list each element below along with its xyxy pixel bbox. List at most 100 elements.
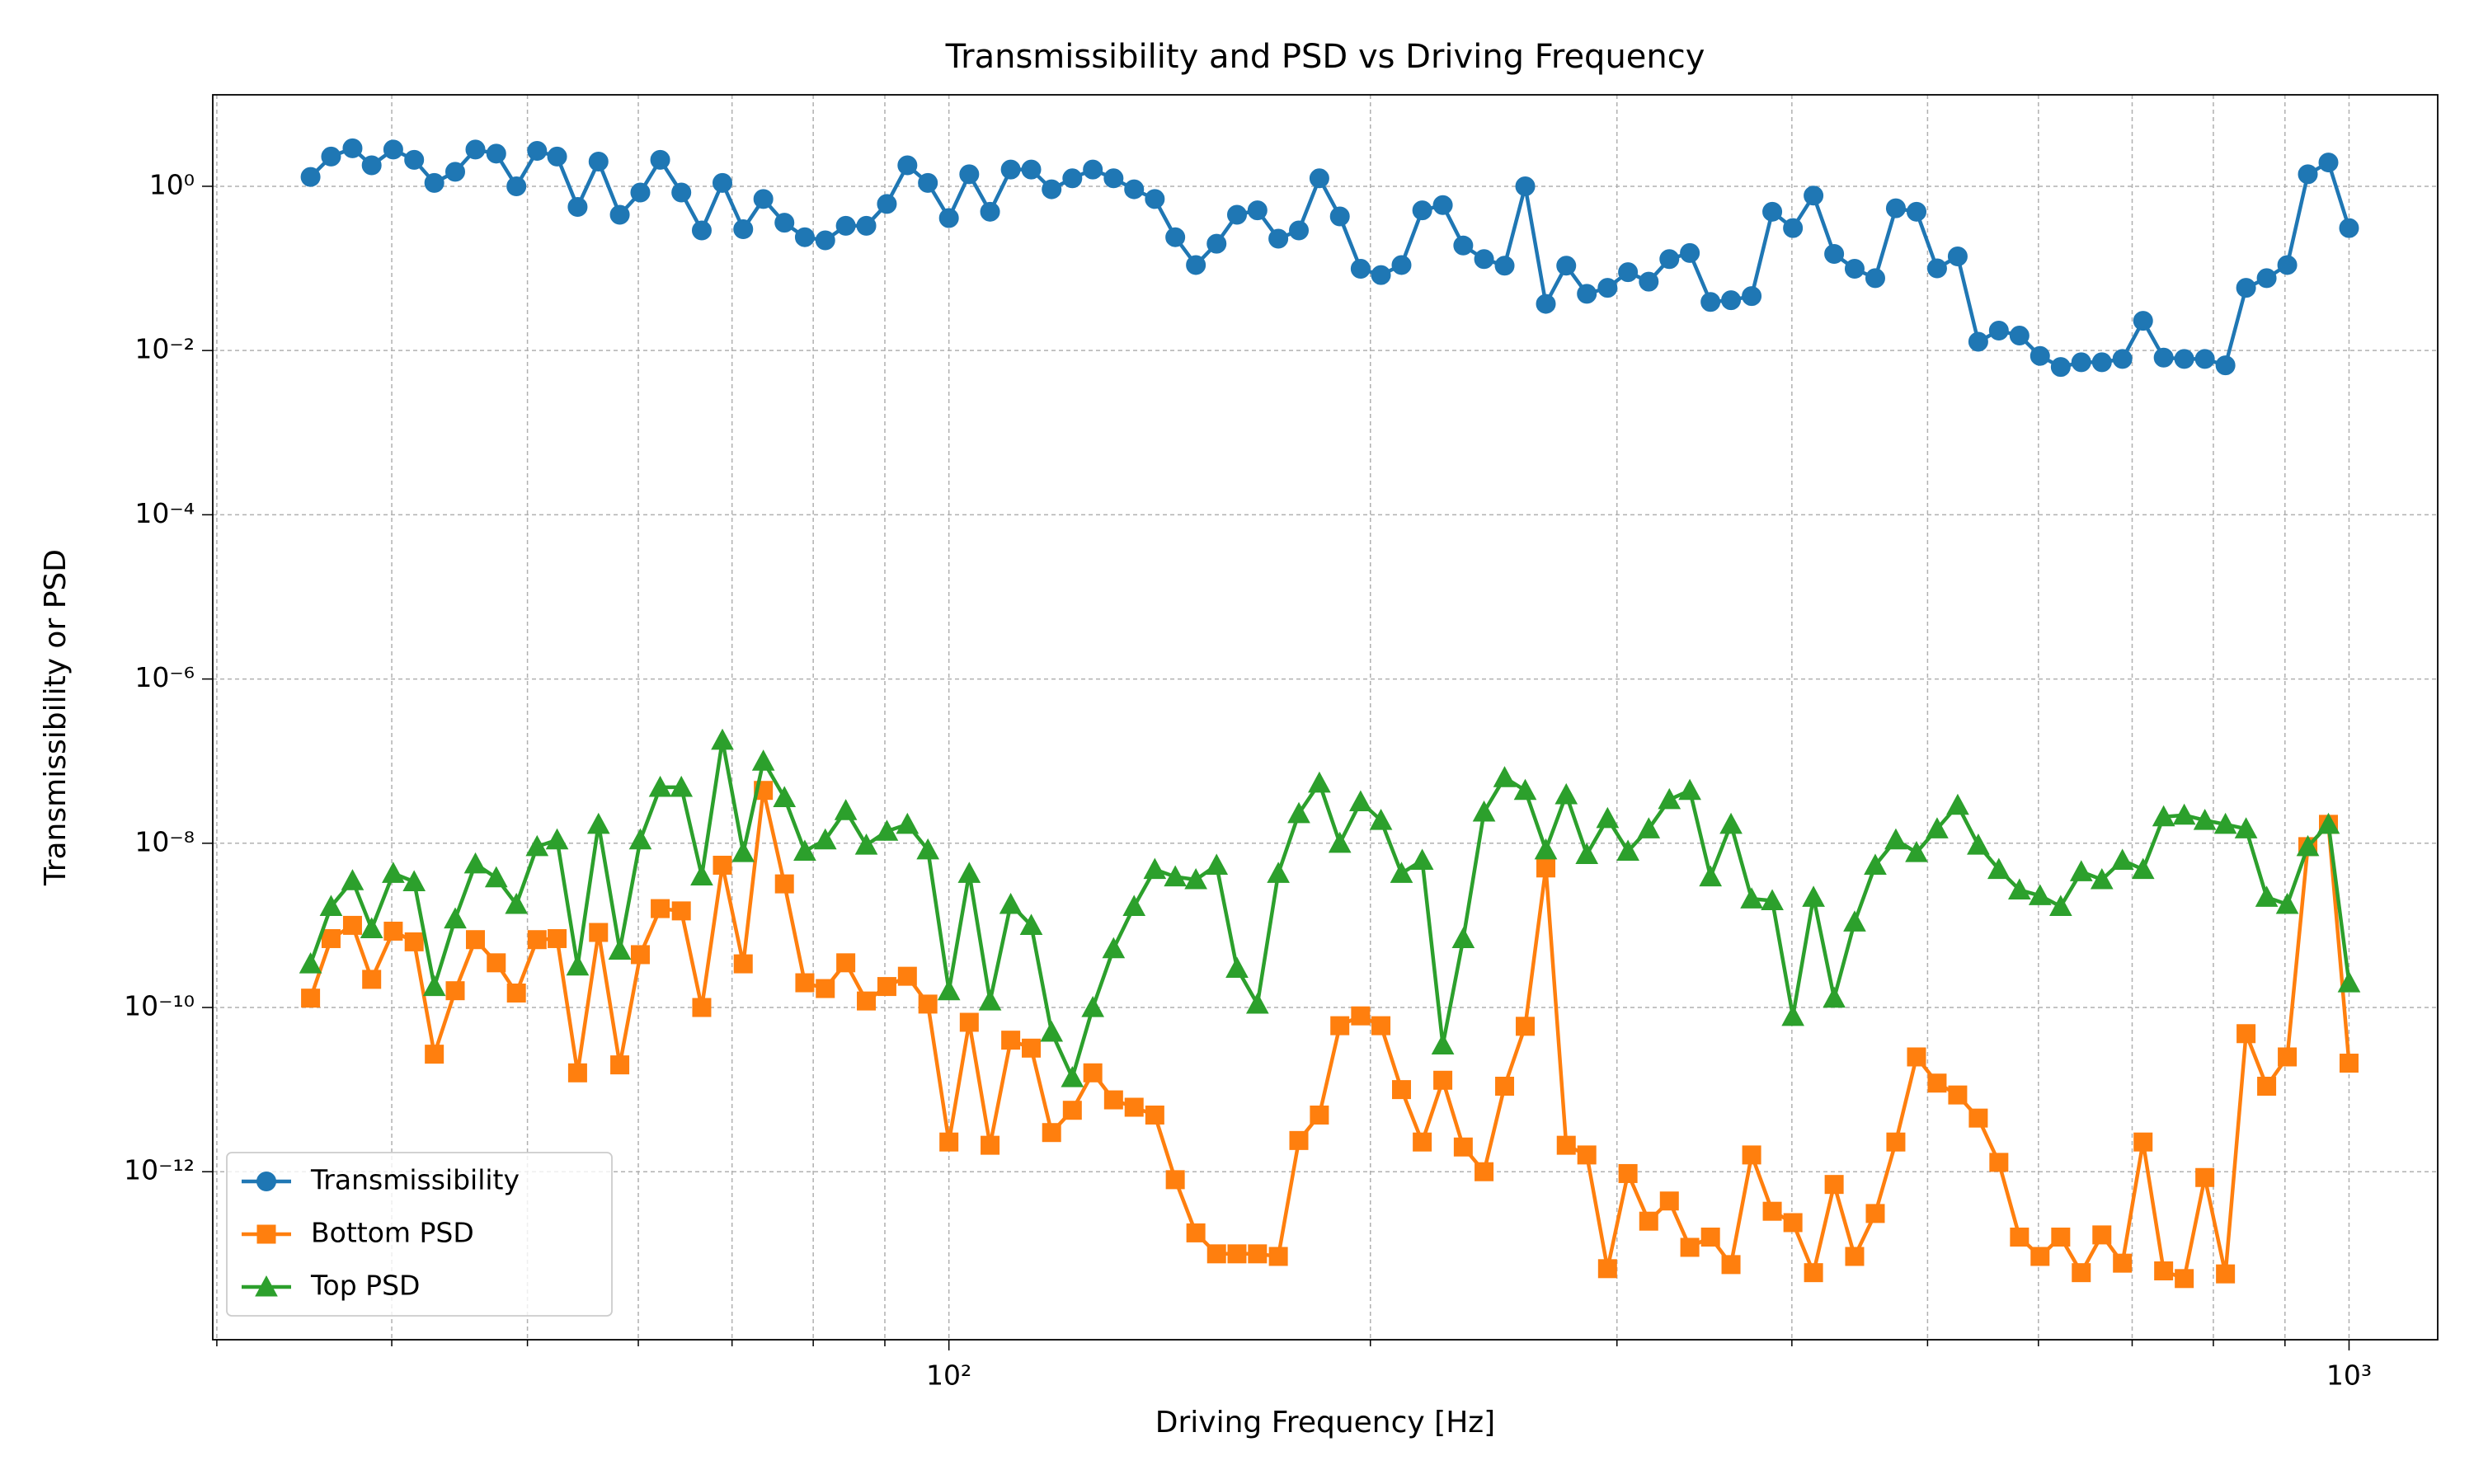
marker <box>1699 865 1723 887</box>
marker <box>630 945 650 965</box>
y-tick-label: 10⁻¹² <box>124 1154 195 1186</box>
marker <box>1865 1204 1885 1223</box>
marker <box>608 938 632 960</box>
marker <box>466 930 486 950</box>
marker <box>2028 884 2052 905</box>
marker <box>1783 1213 1803 1233</box>
marker <box>2071 352 2091 373</box>
marker <box>937 979 961 1001</box>
marker <box>1371 1016 1391 1036</box>
marker <box>1268 1247 1288 1266</box>
marker <box>1351 1006 1371 1026</box>
marker <box>897 966 917 986</box>
marker <box>2091 352 2112 373</box>
marker <box>1536 294 1556 314</box>
marker <box>341 869 365 890</box>
marker <box>588 151 609 171</box>
marker <box>1410 848 1434 871</box>
marker <box>1987 857 2011 880</box>
marker <box>897 155 918 176</box>
marker <box>1762 1201 1782 1221</box>
marker <box>506 176 527 196</box>
marker <box>1659 1191 1679 1211</box>
marker <box>1206 233 1227 254</box>
marker <box>999 892 1023 914</box>
marker <box>1413 1132 1432 1152</box>
marker <box>2112 349 2133 369</box>
marker <box>877 977 896 997</box>
marker <box>1802 885 1825 907</box>
marker <box>2009 326 2030 346</box>
marker <box>1597 278 1618 298</box>
marker <box>711 728 734 750</box>
marker <box>484 866 508 888</box>
marker <box>567 1063 587 1082</box>
marker <box>1534 838 1558 860</box>
marker <box>424 172 444 193</box>
series-line <box>308 738 2351 1080</box>
marker <box>1329 206 1350 227</box>
marker <box>2133 1132 2153 1152</box>
x-tick-label: 10² <box>926 1360 971 1392</box>
marker <box>1804 1263 1823 1283</box>
marker <box>2278 1047 2298 1067</box>
marker <box>1968 331 1988 352</box>
marker <box>1967 833 1990 855</box>
marker <box>751 749 775 771</box>
marker <box>1001 1031 1021 1050</box>
marker <box>938 208 959 228</box>
marker <box>1289 1130 1309 1150</box>
marker <box>834 799 858 820</box>
marker <box>610 1055 630 1075</box>
marker <box>1596 806 1620 829</box>
marker <box>1844 258 1865 279</box>
marker <box>586 812 610 834</box>
marker <box>1268 228 1289 249</box>
marker <box>731 841 755 862</box>
marker <box>815 230 835 251</box>
marker <box>877 194 897 214</box>
marker <box>2215 355 2236 376</box>
marker <box>256 1224 276 1244</box>
marker <box>2090 867 2114 890</box>
marker <box>1390 862 1413 883</box>
marker <box>1926 817 1949 838</box>
marker <box>404 932 424 951</box>
marker <box>1124 179 1145 200</box>
marker <box>1762 201 1783 222</box>
marker <box>2131 857 2155 880</box>
marker <box>648 775 672 797</box>
marker <box>774 874 794 894</box>
marker <box>505 892 529 914</box>
marker <box>1639 1211 1658 1231</box>
marker <box>1989 1153 2009 1172</box>
marker <box>2154 1261 2174 1281</box>
legend-label: Bottom PSD <box>311 1217 474 1249</box>
marker <box>1742 1145 1761 1165</box>
marker <box>713 855 732 875</box>
marker <box>1783 218 1804 238</box>
marker <box>2316 812 2340 834</box>
marker <box>362 970 382 989</box>
y-tick-label: 10⁻¹⁰ <box>124 990 195 1022</box>
marker <box>1287 801 1310 824</box>
marker <box>1721 1255 1741 1275</box>
marker <box>1431 1033 1455 1054</box>
marker <box>753 189 774 209</box>
marker <box>404 149 425 170</box>
marker <box>567 197 588 218</box>
marker <box>628 828 652 850</box>
marker <box>1206 1244 1226 1264</box>
marker <box>793 839 816 862</box>
marker <box>2296 834 2320 857</box>
marker <box>360 917 383 939</box>
marker <box>1164 865 1187 887</box>
y-tick-label: 10⁻⁶ <box>134 661 195 693</box>
marker <box>2257 1077 2277 1097</box>
marker <box>1616 839 1639 862</box>
marker <box>545 828 569 850</box>
marker <box>300 167 321 187</box>
marker <box>2008 878 2031 899</box>
marker <box>1289 220 1310 241</box>
marker <box>2339 1054 2359 1073</box>
